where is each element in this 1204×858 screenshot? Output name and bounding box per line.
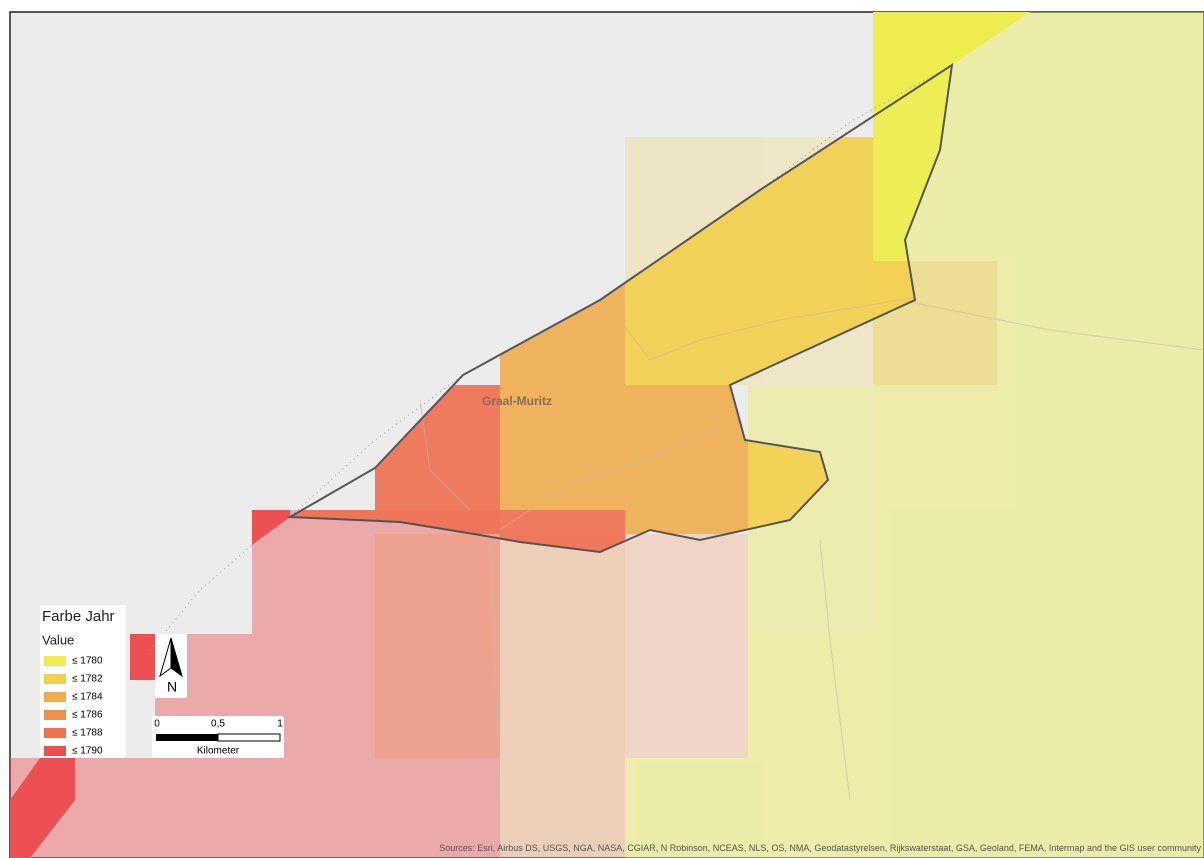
- legend-swatch: [44, 746, 66, 756]
- edge-cells: [10, 12, 1030, 858]
- faded-cell: [500, 534, 625, 858]
- legend: Farbe Jahr Value ≤ 1780≤ 1782≤ 1784≤ 178…: [40, 605, 126, 758]
- scale-unit: Kilometer: [197, 746, 240, 757]
- scale-label: 1: [277, 719, 283, 730]
- scale-segment: [217, 733, 281, 742]
- attribution: Sources: Esri, Airbus DS, USGS, NGA, NAS…: [439, 843, 1201, 853]
- road: [499, 429, 721, 531]
- strong-cell: [625, 385, 748, 534]
- scale-label: 0,5: [211, 719, 225, 730]
- legend-label: ≤ 1790: [72, 746, 103, 757]
- legend-label: ≤ 1784: [72, 692, 103, 703]
- edge-cell: [252, 510, 290, 545]
- road: [419, 399, 471, 511]
- road: [819, 539, 851, 801]
- legend-label: ≤ 1786: [72, 710, 103, 721]
- scale-segment: [156, 734, 218, 741]
- faded-cell: [748, 634, 873, 758]
- roads: [419, 299, 1204, 858]
- faded-cell: [252, 510, 500, 858]
- arrow-right: [170, 637, 183, 678]
- faded-cell: [625, 534, 748, 758]
- scale-label: 0: [154, 719, 160, 730]
- edge-cell: [873, 12, 1030, 120]
- legend-swatch: [44, 674, 66, 684]
- north-arrow: N: [155, 634, 187, 698]
- legend-swatch: [44, 710, 66, 720]
- edge-cell: [10, 758, 75, 858]
- legend-label: ≤ 1782: [72, 674, 103, 685]
- place-label: Graal-Muritz: [482, 394, 552, 408]
- legend-swatch: [44, 728, 66, 738]
- road: [489, 539, 501, 858]
- legend-title: Farbe Jahr: [42, 608, 115, 625]
- legend-items: ≤ 1780 ≤ 1782 ≤ 1784 ≤ 1786 ≤ 1788 ≤ 1790: [44, 656, 103, 757]
- legend-label: ≤ 1788: [72, 728, 103, 739]
- faded-cell: [625, 758, 873, 858]
- legend-swatch: [44, 692, 66, 702]
- faded-cells: [10, 12, 1204, 858]
- faded-cell: [375, 534, 500, 758]
- municipality-outline: [286, 62, 954, 554]
- legend-subtitle: Value: [42, 632, 74, 647]
- edge-cell: [130, 634, 155, 680]
- legend-label: ≤ 1780: [72, 656, 103, 667]
- legend-swatch: [44, 656, 66, 666]
- scale-bar: 0 0,5 1 Kilometer: [152, 716, 284, 758]
- road: [619, 299, 1204, 361]
- north-label: N: [167, 679, 177, 695]
